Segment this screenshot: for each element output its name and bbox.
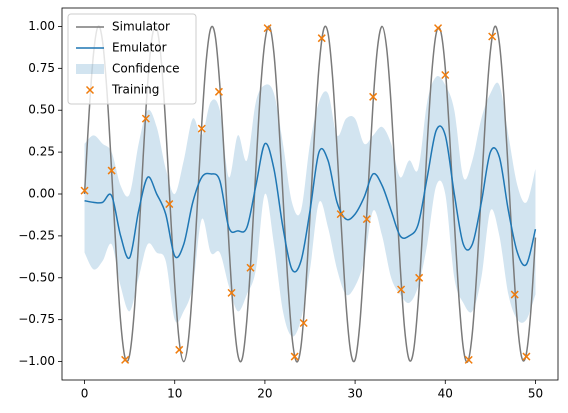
line: [84, 125, 537, 273]
marker: [488, 32, 497, 41]
marker: [290, 352, 299, 361]
x-tick-label: 50: [528, 387, 543, 401]
training-point: [246, 263, 255, 272]
marker: [197, 124, 206, 133]
marker: [317, 34, 326, 43]
y-tick-label: −0.50: [18, 270, 55, 284]
marker: [510, 290, 519, 299]
x-tick-label: 0: [81, 387, 89, 401]
y-tick-label: 0.00: [28, 187, 55, 201]
training-point: [299, 318, 308, 328]
training-point: [434, 24, 443, 33]
marker: [141, 114, 150, 123]
training-point: [488, 32, 497, 41]
x-tick-label: 20: [257, 387, 272, 401]
marker: [165, 200, 174, 209]
legend-label: Training: [111, 83, 159, 97]
training-point: [510, 290, 519, 299]
training-point: [290, 352, 299, 361]
training-point: [227, 288, 236, 297]
marker: [107, 166, 116, 175]
training-point: [369, 92, 378, 101]
legend-symbol: [76, 64, 104, 74]
y-tick-label: −0.25: [18, 228, 55, 242]
marker: [522, 352, 531, 361]
marker: [369, 92, 378, 101]
marker: [299, 318, 308, 328]
marker: [263, 24, 272, 33]
training-point: [107, 166, 116, 175]
training-point: [336, 210, 345, 219]
training-point: [263, 24, 272, 33]
marker: [362, 215, 371, 224]
legend-label: Emulator: [112, 41, 167, 55]
marker: [80, 186, 89, 195]
marker: [336, 210, 345, 219]
training-point: [362, 215, 371, 224]
training-point: [80, 186, 89, 195]
x-tick-label: 10: [167, 387, 182, 401]
training-point: [464, 355, 473, 364]
marker: [441, 70, 450, 80]
y-tick-label: 0.25: [28, 145, 55, 159]
x-tick-label: 40: [438, 387, 453, 401]
legend-box: [67, 13, 197, 105]
training-point: [214, 87, 223, 96]
marker: [397, 285, 406, 294]
marker: [121, 355, 130, 364]
y-tick-label: 0.75: [28, 61, 55, 75]
training-point: [165, 200, 174, 209]
training-point: [441, 70, 450, 80]
marker: [434, 24, 443, 33]
legend-label: Simulator: [112, 20, 170, 34]
y-tick-label: 0.50: [28, 103, 55, 117]
x-tick-label: 30: [347, 387, 362, 401]
marker: [415, 273, 424, 282]
training-point: [121, 355, 130, 364]
y-tick-label: −0.75: [18, 312, 55, 326]
legend-symbol: [85, 85, 95, 95]
y-tick-label: −1.00: [18, 354, 55, 368]
legend-label: Confidence: [112, 62, 179, 76]
training-point: [317, 34, 326, 43]
marker: [246, 263, 255, 272]
y-tick-label: 1.00: [28, 19, 55, 33]
marker: [214, 87, 223, 96]
training-point: [522, 352, 531, 361]
training-point: [397, 285, 406, 294]
marker: [175, 345, 184, 354]
training-point: [197, 124, 206, 133]
training-point: [141, 114, 150, 123]
marker: [464, 355, 473, 364]
marker: [227, 288, 236, 297]
training-point: [415, 273, 424, 282]
training-point: [175, 345, 184, 354]
